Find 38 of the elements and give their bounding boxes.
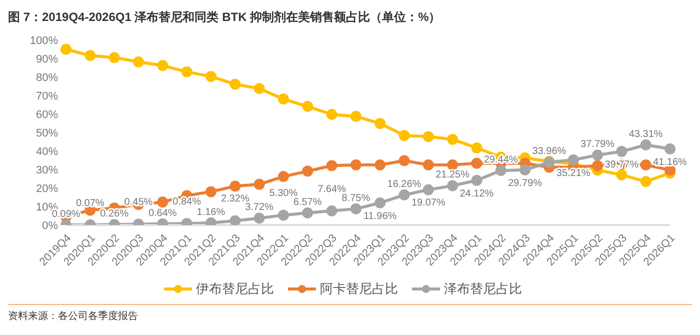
data-label: 0.09% — [52, 208, 80, 220]
data-label: 0.64% — [148, 208, 177, 219]
data-label: 24.12% — [460, 188, 494, 200]
data-label: 8.75% — [342, 192, 370, 204]
y-tick-label: 40% — [36, 146, 58, 158]
data-label: 33.96% — [532, 146, 566, 158]
legend-label: 泽布替尼占比 — [443, 280, 522, 298]
y-tick-label: 80% — [36, 72, 58, 84]
text: 资料来源：各公司各季度报告 — [8, 310, 139, 323]
y-tick-label: 20% — [36, 182, 58, 195]
data-label: 37.79% — [580, 139, 615, 150]
data-label: 7.64% — [318, 184, 346, 195]
y-tick-label: 90% — [36, 53, 58, 66]
data-label: 5.30% — [269, 188, 298, 200]
y-tick-label: 60% — [36, 108, 58, 121]
data-label: 29.79% — [508, 178, 542, 189]
legend-label: 伊布替尼占比 — [195, 280, 274, 298]
data-label: 3.72% — [245, 202, 274, 214]
y-tick-label: 50% — [36, 127, 58, 140]
data-label: 0.07% — [76, 198, 104, 209]
data-label: 35.21% — [556, 168, 590, 179]
data-label: 6.57% — [293, 196, 322, 208]
data-label: 19.07% — [411, 198, 446, 209]
data-label: 0.26% — [100, 208, 129, 220]
data-label: 1.16% — [196, 206, 226, 218]
data-label: 11.96% — [363, 210, 397, 222]
data-label: 16.26% — [387, 178, 422, 190]
y-tick-label: 100% — [30, 34, 58, 47]
data-label: 21.25% — [436, 170, 470, 181]
y-tick-label: 70% — [36, 90, 58, 102]
data-label: 43.31% — [628, 128, 663, 140]
data-label: 41.16% — [653, 156, 688, 168]
legend-label: 阿卡替尼占比 — [319, 280, 398, 298]
data-label: 0.84% — [172, 196, 202, 208]
y-tick-label: 30% — [36, 164, 58, 176]
data-label: 29.44% — [484, 154, 518, 166]
y-tick-label: 0% — [42, 220, 58, 232]
chart-title: 图 7：2019Q4-2026Q1 泽布替尼和同类 BTK 抑制剂在美销售额占比（单位：%） — [8, 9, 442, 26]
